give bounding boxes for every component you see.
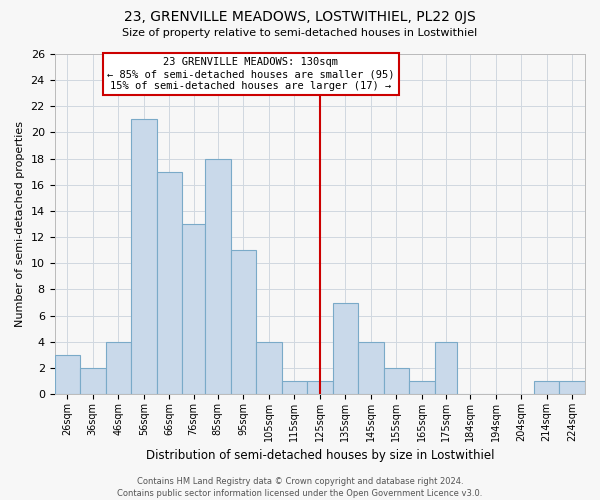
Bar bbox=[106, 342, 131, 394]
Bar bbox=[434, 342, 457, 394]
Y-axis label: Number of semi-detached properties: Number of semi-detached properties bbox=[15, 121, 25, 327]
Bar bbox=[281, 381, 307, 394]
Bar bbox=[55, 355, 80, 394]
Text: Size of property relative to semi-detached houses in Lostwithiel: Size of property relative to semi-detach… bbox=[122, 28, 478, 38]
Bar bbox=[205, 158, 230, 394]
Bar bbox=[230, 250, 256, 394]
Bar bbox=[256, 342, 281, 394]
Bar bbox=[358, 342, 383, 394]
Bar bbox=[383, 368, 409, 394]
Bar bbox=[182, 224, 205, 394]
Bar bbox=[307, 381, 332, 394]
Text: 23, GRENVILLE MEADOWS, LOSTWITHIEL, PL22 0JS: 23, GRENVILLE MEADOWS, LOSTWITHIEL, PL22… bbox=[124, 10, 476, 24]
Bar bbox=[80, 368, 106, 394]
Text: Contains HM Land Registry data © Crown copyright and database right 2024.
Contai: Contains HM Land Registry data © Crown c… bbox=[118, 476, 482, 498]
Bar bbox=[131, 120, 157, 394]
Bar bbox=[409, 381, 434, 394]
X-axis label: Distribution of semi-detached houses by size in Lostwithiel: Distribution of semi-detached houses by … bbox=[146, 450, 494, 462]
Bar bbox=[559, 381, 585, 394]
Bar bbox=[534, 381, 559, 394]
Bar bbox=[332, 302, 358, 394]
Bar bbox=[157, 172, 182, 394]
Text: 23 GRENVILLE MEADOWS: 130sqm
← 85% of semi-detached houses are smaller (95)
15% : 23 GRENVILLE MEADOWS: 130sqm ← 85% of se… bbox=[107, 58, 395, 90]
